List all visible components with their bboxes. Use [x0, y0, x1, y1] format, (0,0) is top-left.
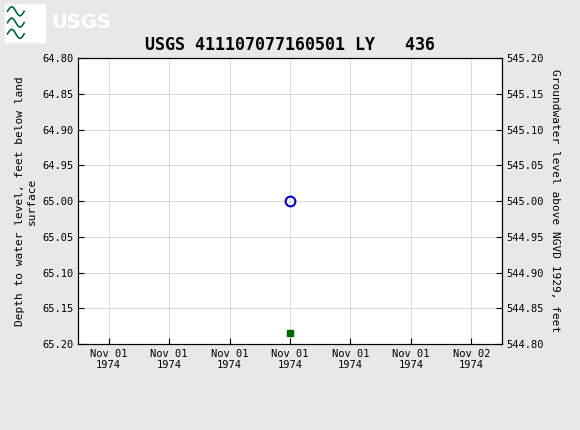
Y-axis label: Groundwater level above NGVD 1929, feet: Groundwater level above NGVD 1929, feet [550, 69, 560, 333]
Bar [5, 3, 45, 42]
Y-axis label: Depth to water level, feet below land
surface: Depth to water level, feet below land su… [15, 76, 37, 326]
Text: USGS: USGS [51, 13, 111, 32]
Text: USGS 411107077160501 LY   436: USGS 411107077160501 LY 436 [145, 36, 435, 54]
